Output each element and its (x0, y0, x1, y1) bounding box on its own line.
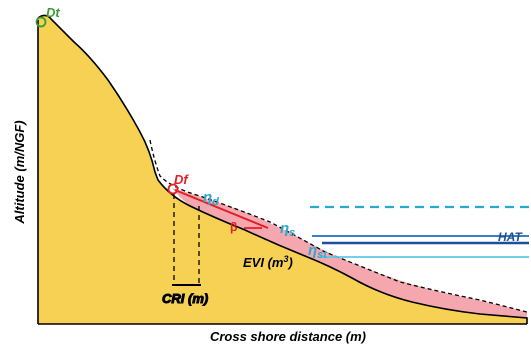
df-marker-circle (167, 183, 179, 195)
evi-label: EVI (m3) (243, 254, 293, 270)
hat-label: HAT (498, 230, 523, 244)
evi-close-paren: ) (286, 255, 292, 270)
y-axis-label: Altitude (m/NGF) (12, 120, 27, 224)
eta-st-symbol: η (308, 242, 317, 259)
x-axis-label: Cross shore distance (m) (210, 329, 366, 344)
eta-d-label: ηd (203, 189, 219, 208)
cri-label: CRI (m) (162, 291, 208, 306)
eroded-volume-area (172, 188, 527, 318)
df-label: Df (174, 172, 189, 187)
beach-profile-outline (37, 14, 528, 324)
evi-superscript: 3 (283, 254, 288, 264)
dt-label: Dt (46, 5, 60, 20)
dt-marker-circle (35, 16, 47, 28)
eta-s-subscript: s (289, 227, 295, 239)
beach-profile-fill (38, 15, 527, 325)
eta-d-subscript: d (212, 196, 219, 208)
dashed-profile-line (149, 139, 528, 313)
eta-st-label: ηst (308, 242, 328, 261)
eta-s-label: ηs (280, 220, 295, 239)
eta-s-symbol: η (280, 220, 289, 237)
slope-line (174, 189, 269, 229)
eta-d-symbol: η (203, 189, 212, 206)
eta-st-subscript: st (317, 249, 328, 261)
evi-text: EVI (m (243, 255, 284, 270)
beta-label: β (230, 220, 237, 234)
